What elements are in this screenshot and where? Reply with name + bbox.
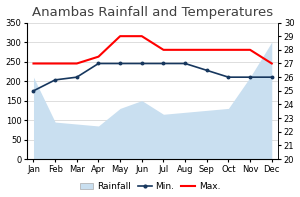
Min. — [140, 62, 144, 65]
Line: Max.: Max. — [34, 36, 272, 63]
Min. — [53, 79, 57, 81]
Max. — [32, 62, 35, 65]
Max. — [140, 35, 144, 37]
Max. — [248, 49, 252, 51]
Max. — [183, 49, 187, 51]
Min. — [32, 90, 35, 92]
Max. — [205, 49, 208, 51]
Min. — [248, 76, 252, 78]
Max. — [270, 62, 274, 65]
Max. — [118, 35, 122, 37]
Min. — [118, 62, 122, 65]
Legend: Rainfall, Min., Max.: Rainfall, Min., Max. — [76, 178, 224, 194]
Max. — [162, 49, 165, 51]
Min. — [183, 62, 187, 65]
Min. — [205, 69, 208, 72]
Max. — [97, 56, 100, 58]
Line: Min.: Min. — [32, 62, 273, 92]
Min. — [75, 76, 79, 78]
Title: Anambas Rainfall and Temperatures: Anambas Rainfall and Temperatures — [32, 6, 273, 19]
Min. — [162, 62, 165, 65]
Max. — [75, 62, 79, 65]
Max. — [53, 62, 57, 65]
Min. — [270, 76, 274, 78]
Max. — [226, 49, 230, 51]
Min. — [97, 62, 100, 65]
Min. — [226, 76, 230, 78]
